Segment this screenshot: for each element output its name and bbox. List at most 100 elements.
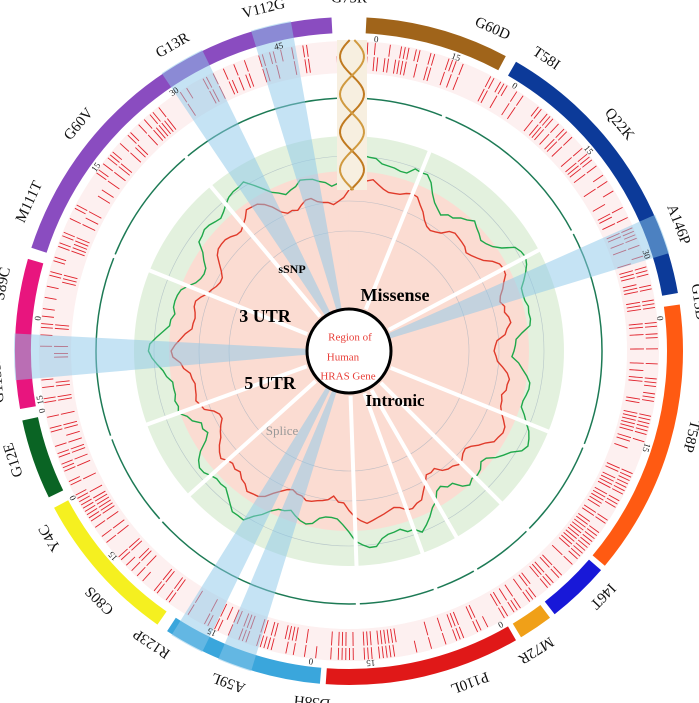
barcode-line [54,442,67,447]
barcode-line [372,57,375,72]
barcode-line [563,136,573,146]
barcode-line [567,526,580,537]
barcode-line [494,81,502,93]
barcode-line [629,334,644,336]
barcode-line [645,333,658,335]
barcode-line [634,430,647,436]
barcode-line [513,597,521,609]
center-text: HRAS Gene [320,371,375,383]
barcode-line [88,511,100,519]
barcode-line [43,396,56,400]
variant-label: Q22K [601,105,637,143]
barcode-line [369,631,372,646]
barcode-line [639,284,652,289]
barcode-line [616,478,629,485]
barcode-line [523,119,533,132]
barcode-line [227,624,234,636]
barcode-line [539,556,550,568]
barcode-line [61,459,73,465]
barcode-line [510,599,518,611]
variant-label: G115R [0,360,8,404]
barcode-line [54,256,67,262]
barcode-line [638,416,651,421]
barcode-line [114,171,126,182]
barcode-line [563,532,575,542]
barcode-line [262,68,268,83]
barcode-line [101,528,112,537]
barcode-line [388,44,391,57]
highlight-wedge [171,384,332,653]
barcode-line [635,427,648,432]
barcode-line [642,307,655,310]
barcode-line [303,644,307,657]
barcode-line [137,144,149,156]
barcode-line [594,486,608,495]
barcode-line [291,626,296,641]
barcode-line [228,81,236,95]
barcode-line [550,123,559,134]
barcode-line [136,566,146,577]
barcode-line [488,77,495,89]
barcode-line [41,315,54,318]
barcode-line [644,381,657,384]
barcode-line [44,296,57,300]
barcode-line [628,323,643,326]
barcode-line [231,79,239,94]
barcode-line [626,396,641,400]
barcode-line [622,284,637,289]
barcode-line [620,423,635,428]
barcode-line [128,537,140,548]
highlight-wedge [385,214,670,340]
barcode-line [127,134,137,144]
barcode-line [439,71,445,86]
barcode-line [126,556,136,566]
barcode-line [63,274,78,280]
barcode-line [583,188,596,198]
barcode-line [623,287,638,292]
dna-strand [338,39,365,191]
barcode-line [619,471,632,478]
barcode-line [62,281,76,286]
barcode-line [96,172,107,181]
barcode-line [379,630,383,645]
barcode-line [58,397,73,401]
variant-segment [167,617,322,684]
barcode-line [616,436,631,442]
barcode-line [226,606,234,620]
barcode-line [558,537,570,548]
barcode-line [643,384,657,387]
barcode-line [577,539,588,548]
barcode-line [149,114,159,125]
barcode-line [131,561,141,571]
barcode-line [82,501,94,509]
barcode-line [427,637,433,649]
barcode-line [330,647,332,660]
barcode-line [101,189,114,198]
barcode-line [586,165,597,174]
barcode-line [393,628,397,643]
barcode-line [551,146,563,157]
barcode-line [568,550,578,560]
barcode-line [77,492,89,499]
barcode-line [599,477,613,485]
barcode-line [465,606,473,620]
barcode-line [641,299,654,303]
barcode-line [71,447,86,453]
barcode-line [100,502,113,511]
barcode-line [138,547,150,559]
barcode-line [557,131,568,141]
highlight-wedge [161,49,332,318]
barcode-line [263,620,269,634]
barcode-line [270,638,275,651]
barcode-line [120,163,133,173]
barcode-line [530,106,539,117]
barcode-line [74,453,88,460]
barcode-line [75,489,87,496]
barcode-line [42,308,55,311]
barcode-line [112,519,125,529]
barcode-line [611,206,623,214]
barcode-line [135,147,146,158]
barcode-line [644,377,657,380]
barcode-line [386,58,389,73]
barcode-line [539,113,548,124]
